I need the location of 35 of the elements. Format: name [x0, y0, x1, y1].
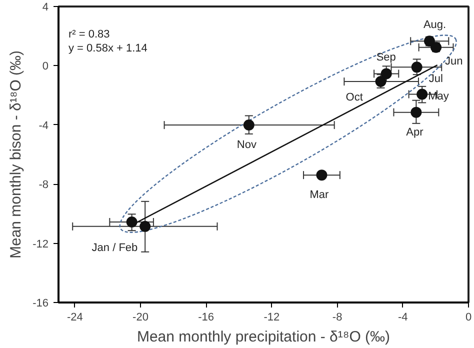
point: [140, 220, 151, 232]
x-tick-label: 0: [465, 312, 472, 324]
annotation: Mar: [310, 189, 329, 202]
annotation: Oct: [346, 92, 363, 104]
point: [316, 170, 328, 181]
x-tick-label: -8: [332, 312, 342, 324]
y-tick-label: 0: [42, 60, 49, 73]
annotation: r² = 0.83: [68, 28, 110, 40]
y-tick-label: -8: [38, 179, 48, 192]
point: [416, 88, 428, 100]
annotation: y = 0.58x + 1.14: [68, 42, 148, 54]
annotation: May: [428, 90, 450, 102]
y-tick-label: -16: [32, 298, 49, 310]
x-tick-label: -24: [66, 312, 83, 324]
x-tick-label: -16: [198, 312, 214, 324]
point: [243, 120, 254, 131]
point: [380, 68, 392, 80]
y-tick-label: -12: [32, 238, 49, 250]
point: [126, 216, 138, 228]
annotation: Sep: [376, 52, 396, 64]
annotation: Nov: [236, 139, 257, 152]
annotation: Aug.: [423, 19, 446, 32]
point: [410, 106, 422, 118]
annotation: Jan / Feb: [92, 242, 138, 254]
x-tick-label: -20: [132, 312, 148, 324]
annotation: Apr: [406, 126, 424, 138]
y-axis-title: Mean monthly bison - δ¹⁸O (‰): [8, 50, 25, 259]
x-tick-label: -12: [264, 312, 280, 324]
y-tick-label: 4: [42, 2, 49, 14]
y-tick-label: -4: [38, 120, 48, 132]
x-tick-label: -4: [398, 312, 408, 324]
x-axis-title: Mean monthly precipitation - δ¹⁸O (‰): [136, 328, 390, 346]
annotation: Jul: [428, 73, 443, 86]
annotation: Jun: [445, 55, 463, 68]
point: [411, 62, 422, 73]
